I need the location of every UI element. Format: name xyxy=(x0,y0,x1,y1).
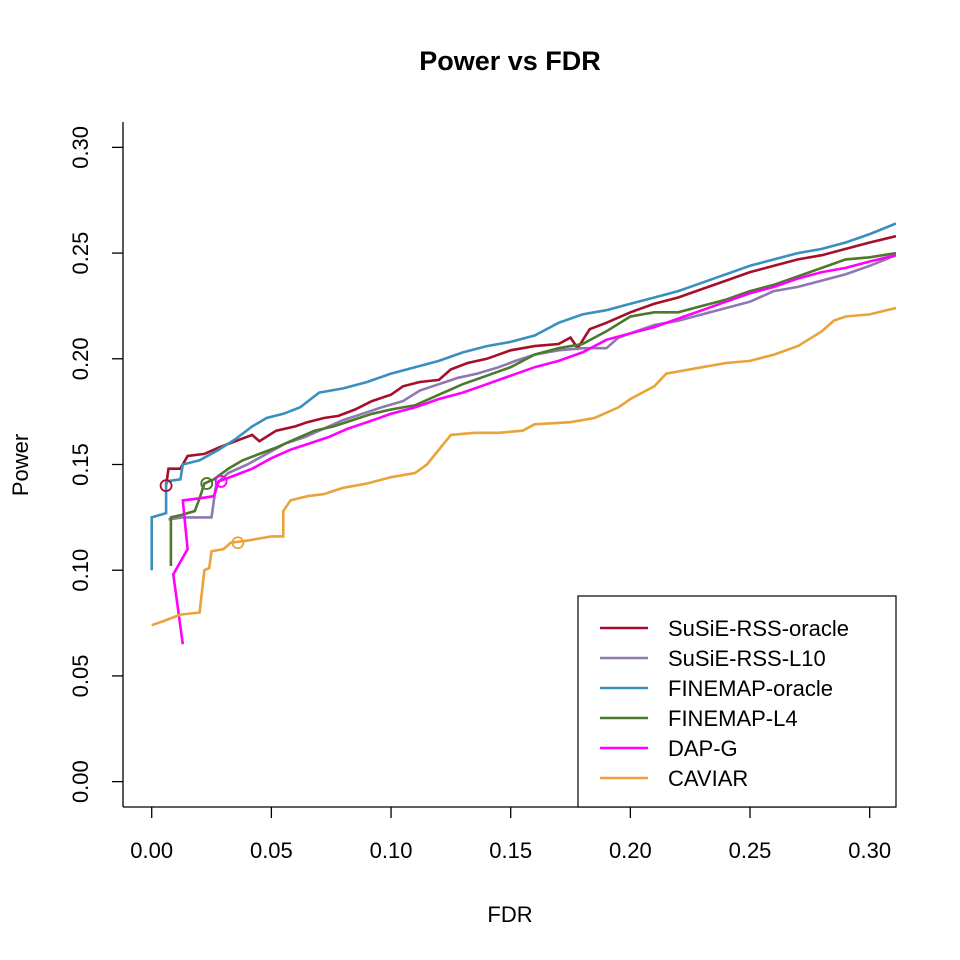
series-marker-caviar xyxy=(231,536,245,550)
x-axis-label: FDR xyxy=(487,902,532,927)
x-axis-ticks: 0.00 0.05 0.10 0.15 0.20 0.25 0.30 xyxy=(130,807,891,863)
series-marker-finemap-l4 xyxy=(200,477,214,490)
y-axis-ticks: 0.00 0.05 0.10 0.15 0.20 0.25 0.30 xyxy=(68,126,123,803)
series-line-susie-rss-l10 xyxy=(168,253,896,521)
y-axis-label: Power xyxy=(8,434,33,496)
legend-label: DAP-G xyxy=(668,736,738,761)
series-line-finemap-l4 xyxy=(169,251,896,566)
legend-label: SuSiE-RSS-oracle xyxy=(668,616,849,641)
x-tick-label: 0.25 xyxy=(729,838,772,863)
legend-label: CAVIAR xyxy=(668,766,748,791)
y-tick-label: 0.30 xyxy=(68,126,93,169)
series-line-susie-rss-oracle xyxy=(164,234,896,486)
x-tick-label: 0.30 xyxy=(848,838,891,863)
legend-label: FINEMAP-oracle xyxy=(668,676,833,701)
x-tick-label: 0.15 xyxy=(489,838,532,863)
series-line-dap-g xyxy=(171,253,896,645)
y-tick-label: 0.00 xyxy=(68,760,93,803)
y-tick-label: 0.20 xyxy=(68,337,93,380)
x-tick-label: 0.10 xyxy=(370,838,413,863)
x-tick-label: 0.20 xyxy=(609,838,652,863)
series-line-caviar xyxy=(151,306,896,627)
legend-label: SuSiE-RSS-L10 xyxy=(668,646,826,671)
y-tick-label: 0.05 xyxy=(68,655,93,698)
x-tick-label: 0.05 xyxy=(250,838,293,863)
series-lines xyxy=(150,222,896,645)
series-marker-susie-rss-oracle xyxy=(159,479,173,493)
series-markers xyxy=(159,475,245,550)
chart-title: Power vs FDR xyxy=(419,46,601,76)
legend: SuSiE-RSS-oracle SuSiE-RSS-L10 FINEMAP-ora… xyxy=(577,595,897,808)
y-tick-label: 0.25 xyxy=(68,232,93,275)
y-tick-label: 0.15 xyxy=(68,443,93,486)
y-tick-label: 0.10 xyxy=(68,549,93,592)
series-marker-dap-g xyxy=(214,475,228,488)
x-tick-label: 0.00 xyxy=(130,838,173,863)
legend-box xyxy=(577,595,897,808)
series-line-finemap-oracle xyxy=(150,222,896,571)
legend-label: FINEMAP-L4 xyxy=(668,706,798,731)
